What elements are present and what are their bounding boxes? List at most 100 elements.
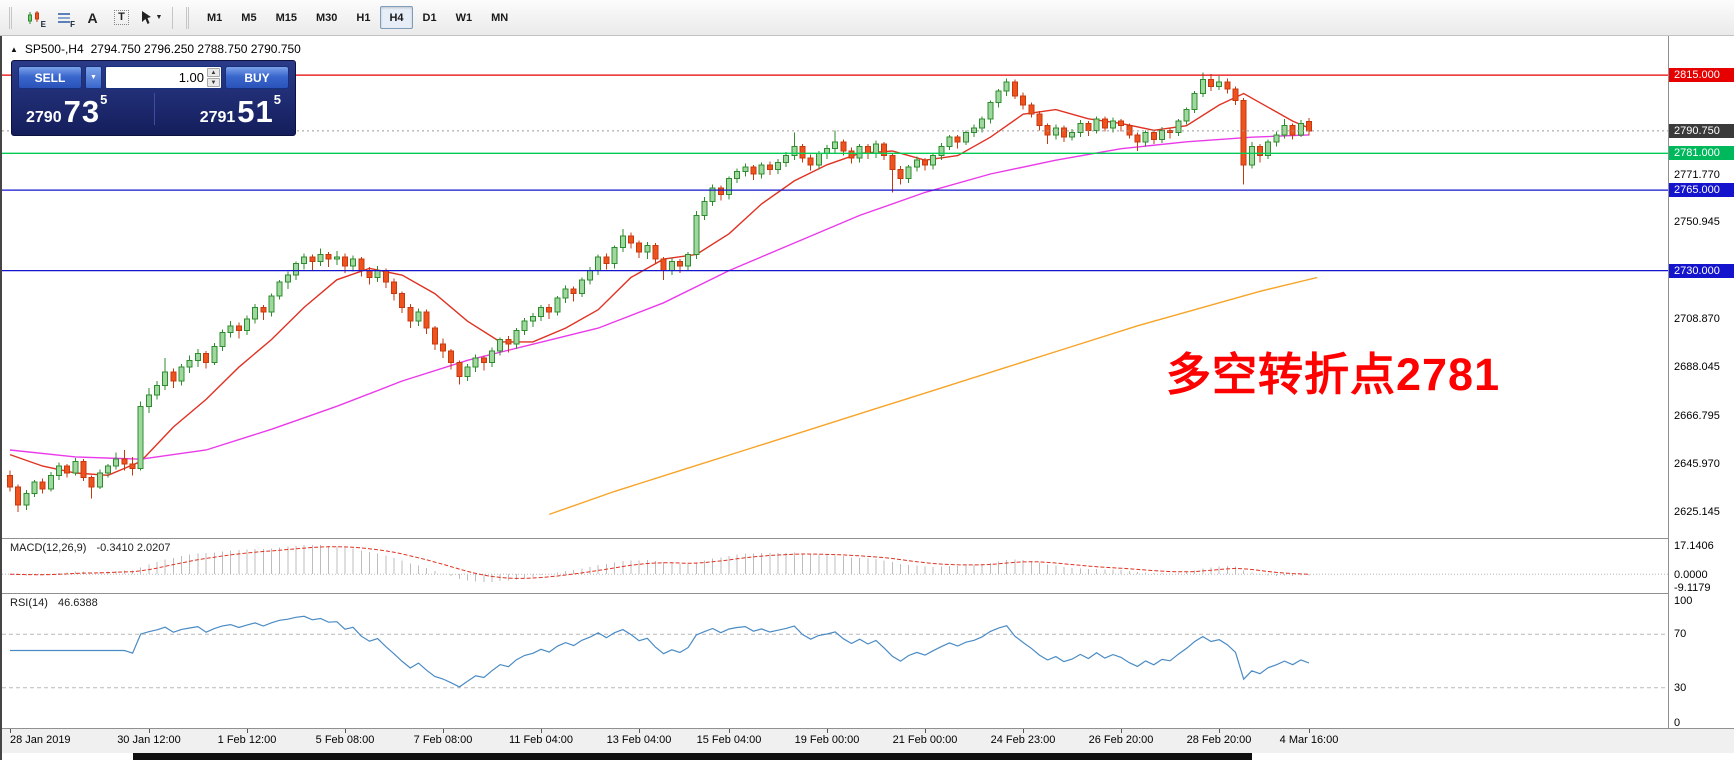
macd-signal-line [9,546,1310,579]
toolbar-separator [172,6,173,29]
price-tick: 2771.770 [1674,169,1720,181]
label-tool-button[interactable]: A [79,5,106,30]
volume-dropdown-button[interactable]: ▼ [85,66,102,89]
price-tick: 2645.970 [1674,458,1720,470]
price-label-box: 2730.000 [1669,264,1734,278]
sell-button[interactable]: SELL [18,66,82,89]
timeframe-m5[interactable]: M5 [232,6,265,29]
time-tick [827,729,828,733]
macd-scale-tick: 17.1406 [1674,540,1714,552]
text-tool-button[interactable]: T [108,5,135,30]
time-tick [345,729,346,733]
cursor-tool-button[interactable]: ▼ [137,5,164,30]
time-label: 5 Feb 08:00 [315,734,375,746]
mini-candlestick-icon [28,10,39,24]
toolbar-grip[interactable] [186,6,191,29]
ohlc-values-label: 2794.750 2796.250 2788.750 2790.750 [90,42,301,56]
quote-display: 2790735 2791515 [18,89,289,127]
buy-price-big: 51 [237,94,274,129]
price-tick: 2688.045 [1674,361,1720,373]
rsi-scale-tick: 100 [1674,595,1693,607]
time-label: 26 Feb 20:00 [1088,734,1154,746]
price-scale-separator [1668,36,1669,728]
rsi-scale-tick: 30 [1674,682,1687,694]
label-a-icon: A [87,9,98,26]
price-label-box: 2790.750 [1669,124,1734,138]
volume-increase-button[interactable]: ▲ [207,68,220,77]
volume-field: ▲ ▼ [105,66,222,89]
macd-indicator-label: MACD(12,26,9) -0.3410 2.0207 [10,542,171,554]
volume-input[interactable] [105,66,222,89]
list-grid-icon [57,12,70,23]
buy-button[interactable]: BUY [225,66,289,89]
cursor-arrow-icon [141,11,151,24]
indicator-list-button[interactable]: F [50,5,77,30]
macd-scale-tick: 0.0000 [1674,569,1708,581]
price-label-box: 2815.000 [1669,68,1734,82]
text-t-icon: T [114,10,129,25]
toolbar: E F A T ▼ M1 M5 M15 M30 H1 H4 D1 W1 MN [0,0,1734,36]
toolbar-grip[interactable] [9,6,14,29]
volume-spinner: ▲ ▼ [207,68,220,87]
price-tick: 2625.145 [1674,506,1720,518]
timeframe-d1[interactable]: D1 [414,6,446,29]
sell-price-prefix: 2790 [26,109,62,126]
price-chart-plot[interactable] [2,36,1668,538]
timeframe-m15[interactable]: M15 [267,6,306,29]
time-label: 21 Feb 00:00 [892,734,958,746]
volume-decrease-button[interactable]: ▼ [207,78,220,87]
order-entry-row: SELL ▼ ▲ ▼ BUY [18,66,289,89]
panel-splitter[interactable] [2,593,1734,594]
rsi-indicator-panel[interactable] [2,594,1668,728]
price-tick: 2750.945 [1674,216,1720,228]
time-tick [149,729,150,733]
timeframes-toolbar: M1 M5 M15 M30 H1 H4 D1 W1 MN [198,6,517,29]
time-tick [925,729,926,733]
chart-objects-button[interactable]: E [21,5,48,30]
timeframe-w1[interactable]: W1 [447,6,482,29]
buy-price-sup: 5 [273,92,281,107]
axis-separator [2,728,1734,729]
time-label: 11 Feb 04:00 [508,734,574,746]
macd-indicator-panel[interactable] [2,539,1668,593]
rsi-value: 46.6388 [57,597,98,609]
price-label-box: 2781.000 [1669,146,1734,160]
timeframe-m30[interactable]: M30 [307,6,346,29]
sell-price: 2790735 [26,92,107,127]
time-axis[interactable]: 28 Jan 2019 30 Jan 12:00 1 Feb 12:00 5 Feb … [2,729,1734,753]
buy-price: 2791515 [200,92,281,127]
panel-splitter[interactable] [2,538,1734,539]
time-tick [1309,729,1310,733]
ma-slow-orange [548,276,1318,516]
macd-title: MACD(12,26,9) [10,542,87,554]
rsi-scale-tick: 0 [1674,717,1681,729]
quote-divider [153,93,155,125]
rsi-title: RSI(14) [10,597,48,609]
badge-f: F [70,20,75,29]
timeframe-h1[interactable]: H1 [347,6,379,29]
sell-price-sup: 5 [100,92,108,107]
chart-marker-icon[interactable]: ▲ [10,44,18,54]
caret-down-icon: ▼ [90,74,97,81]
time-label: 13 Feb 04:00 [606,734,672,746]
symbol-period-label: SP500-,H4 [24,42,84,56]
time-tick [1023,729,1024,733]
timeframe-mn[interactable]: MN [482,6,517,29]
dropdown-caret-icon: ▼ [155,14,163,21]
rsi-scale-tick: 70 [1674,628,1687,640]
candles-group[interactable] [7,72,1312,512]
time-label: 1 Feb 12:00 [217,734,277,746]
time-tick [639,729,640,733]
time-label: 28 Feb 20:00 [1186,734,1252,746]
time-label: 28 Jan 2019 [10,734,71,746]
timeframe-h4[interactable]: H4 [380,6,413,29]
one-click-trading-panel: SELL ▼ ▲ ▼ BUY 2790735 [11,60,296,136]
time-label: 19 Feb 00:00 [794,734,860,746]
time-label: 15 Feb 04:00 [696,734,762,746]
chart-annotation-text[interactable]: 多空转折点2781 [1166,349,1501,400]
time-label: 30 Jan 12:00 [117,734,181,746]
time-tick [729,729,730,733]
price-scale[interactable]: 2771.770 2750.945 2708.870 2688.045 2666.795… [1669,36,1734,729]
timeframe-m1[interactable]: M1 [198,6,231,29]
